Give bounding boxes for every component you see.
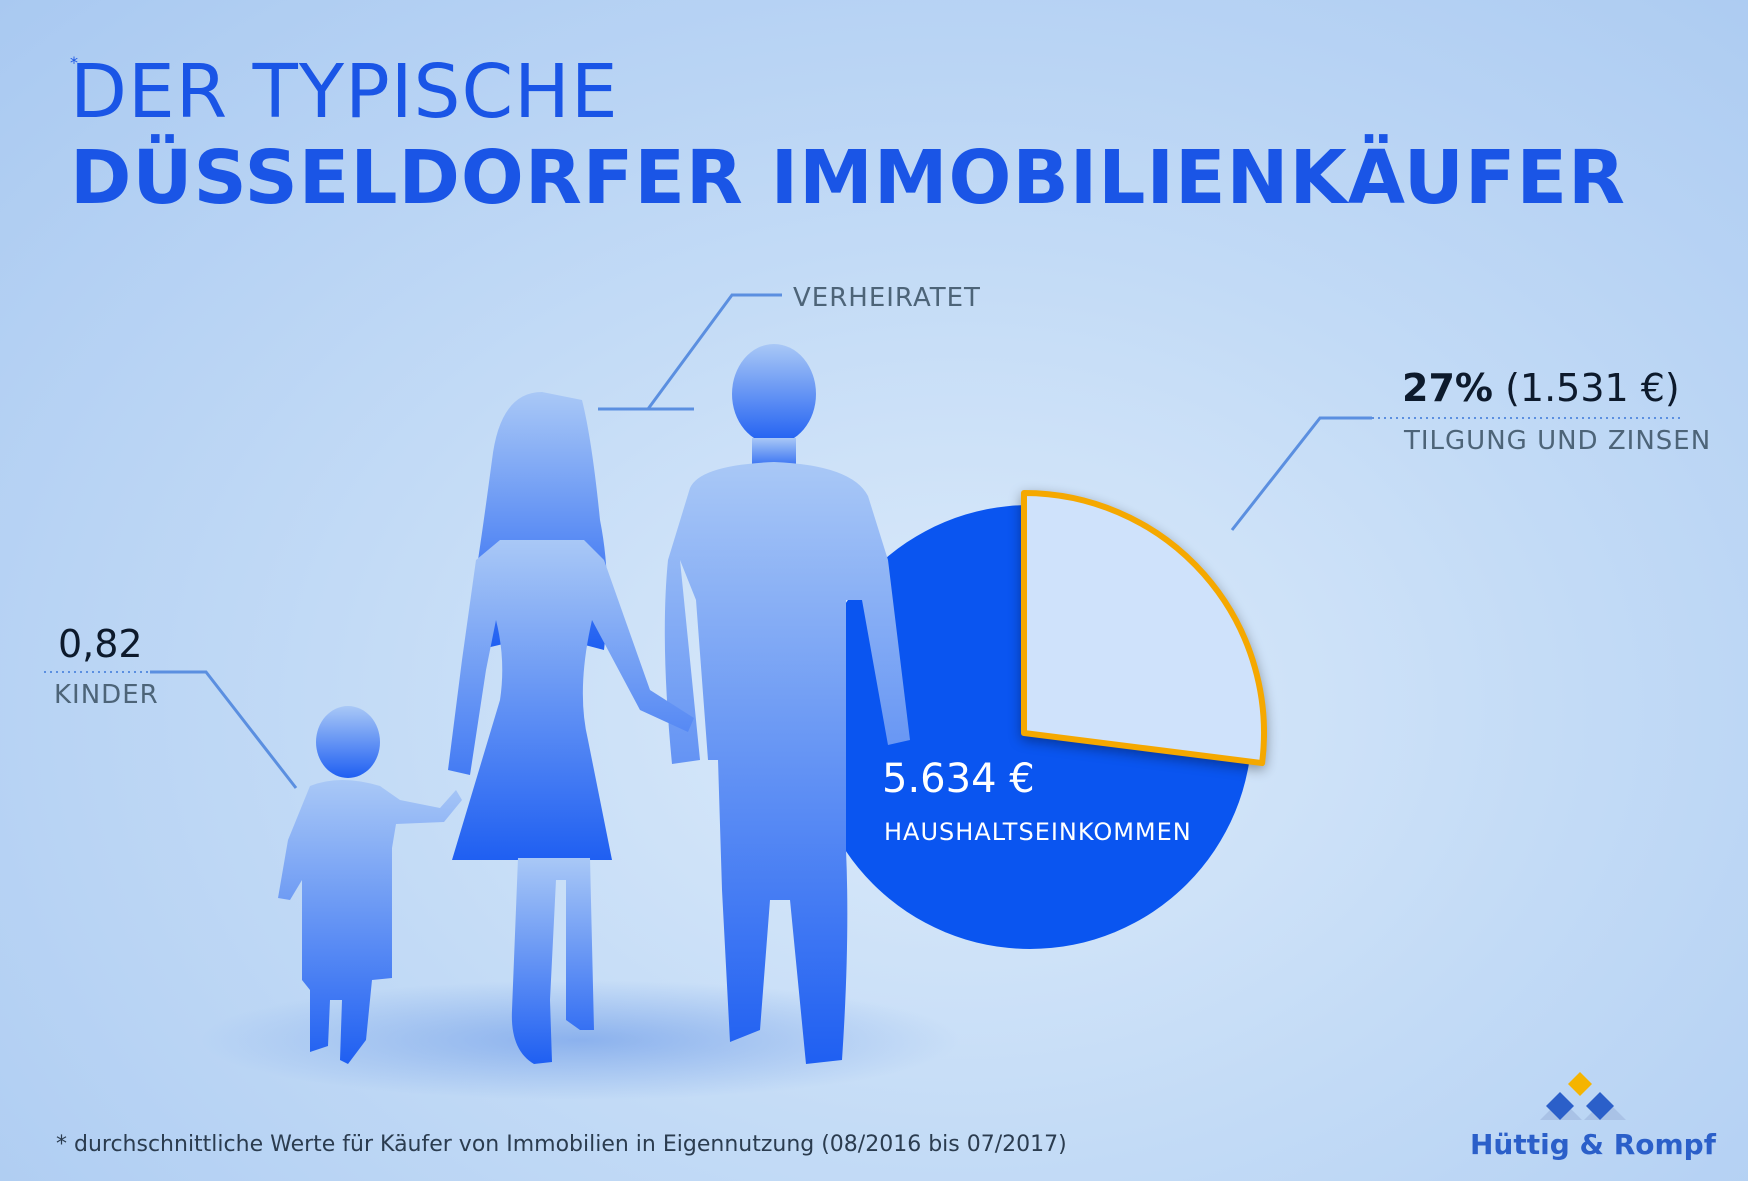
child-silhouette bbox=[278, 706, 462, 1064]
children-value: 0,82 bbox=[58, 622, 143, 666]
pie-slice-payment bbox=[1021, 490, 1267, 767]
payment-label: TILGUNG UND ZINSEN bbox=[1404, 426, 1712, 456]
father-silhouette bbox=[664, 344, 910, 1064]
payment-value: 27% (1.531 €) bbox=[1402, 366, 1680, 410]
payment-amount: (1.531 €) bbox=[1505, 366, 1680, 410]
family-silhouette bbox=[278, 344, 910, 1064]
leader-line-payment bbox=[1230, 416, 1372, 531]
mother-silhouette bbox=[448, 392, 694, 1064]
leader-lines bbox=[150, 293, 1372, 789]
pie-chart bbox=[808, 490, 1267, 949]
income-label: HAUSHALTSEINKOMMEN bbox=[884, 818, 1192, 846]
page-title: DER TYPISCHE DÜSSELDORFER IMMOBILIENKÄUF… bbox=[70, 55, 1626, 215]
leader-line-married bbox=[646, 293, 782, 410]
income-value: 5.634 € bbox=[882, 756, 1035, 802]
title-line-1: DER TYPISCHE bbox=[70, 49, 619, 135]
company-logo-text: Hüttig & Rompf bbox=[1470, 1128, 1716, 1161]
ground-shadow bbox=[200, 980, 960, 1100]
children-label: KINDER bbox=[54, 680, 159, 710]
footnote: * durchschnittliche Werte für Käufer von… bbox=[56, 1132, 1067, 1157]
title-asterisk: * bbox=[70, 53, 79, 72]
title-line-2: DÜSSELDORFER IMMOBILIENKÄUFER bbox=[70, 135, 1626, 221]
payment-percent: 27% bbox=[1402, 366, 1493, 410]
dotted-underlines bbox=[44, 417, 1682, 673]
married-label: VERHEIRATET bbox=[793, 283, 981, 313]
leader-line-children bbox=[150, 670, 298, 789]
